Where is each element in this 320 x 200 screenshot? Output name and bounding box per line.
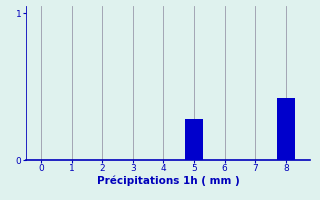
X-axis label: Précipitations 1h ( mm ): Précipitations 1h ( mm ) xyxy=(97,176,239,186)
Bar xyxy=(185,119,203,160)
Bar xyxy=(277,98,295,160)
